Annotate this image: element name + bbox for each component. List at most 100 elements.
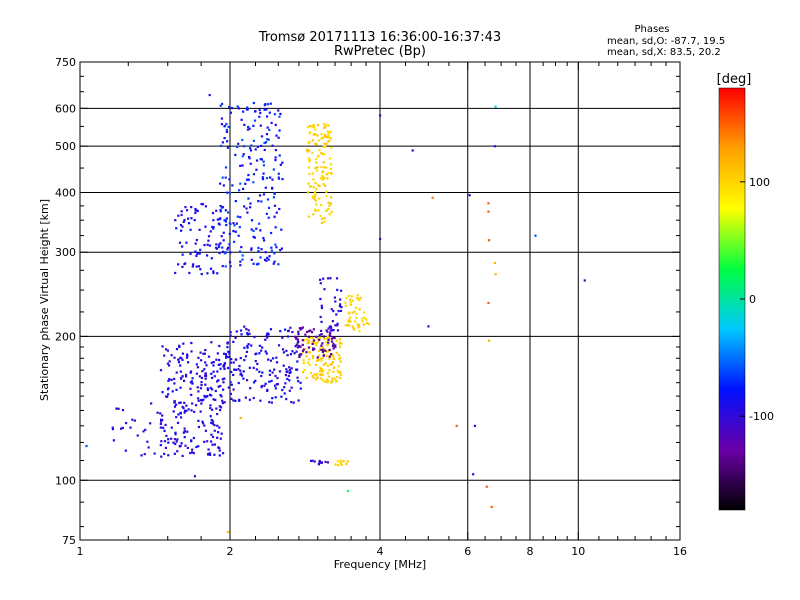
data-point: [299, 381, 302, 384]
data-point: [219, 367, 222, 370]
data-point: [314, 167, 317, 170]
data-point: [314, 181, 317, 185]
data-point: [178, 401, 181, 405]
data-point: [279, 330, 282, 333]
data-point: [217, 363, 220, 366]
data-point: [339, 373, 343, 376]
data-point: [327, 201, 330, 204]
data-point: [346, 460, 349, 463]
data-point: [211, 225, 214, 228]
data-point: [247, 173, 250, 177]
data-point: [224, 166, 228, 169]
data-point: [329, 277, 332, 280]
data-point: [165, 434, 168, 438]
data-point: [318, 334, 321, 337]
data-point: [85, 444, 88, 448]
data-point: [219, 204, 222, 208]
data-point: [358, 330, 361, 333]
data-point: [192, 263, 195, 266]
data-point: [336, 375, 339, 379]
data-point: [202, 352, 205, 355]
data-point: [239, 369, 242, 372]
data-point: [204, 225, 207, 228]
data-point: [286, 335, 290, 338]
data-point: [322, 354, 326, 357]
data-point: [213, 453, 216, 456]
data-point: [164, 423, 167, 427]
data-point: [255, 263, 259, 266]
data-point: [295, 337, 298, 340]
data-point: [274, 374, 277, 378]
data-point: [161, 390, 164, 394]
data-point: [209, 415, 212, 418]
y-tick-label: 500: [55, 140, 76, 153]
data-point: [349, 320, 352, 323]
data-point: [179, 364, 182, 367]
data-point: [227, 355, 230, 359]
data-point: [314, 199, 318, 202]
data-point: [260, 135, 264, 138]
x-tick-label: 10: [571, 545, 585, 558]
data-point: [245, 178, 249, 181]
data-point: [208, 93, 211, 97]
data-point: [262, 236, 265, 240]
data-point: [210, 372, 213, 375]
data-point: [264, 350, 267, 353]
data-point: [319, 366, 322, 369]
data-point: [340, 463, 343, 466]
data-point: [327, 171, 330, 175]
data-point: [252, 181, 255, 184]
data-point: [320, 344, 323, 347]
data-point: [284, 382, 287, 385]
data-point: [318, 459, 321, 463]
data-point: [338, 305, 341, 308]
data-point: [205, 254, 209, 257]
data-point: [203, 424, 206, 427]
data-point: [350, 295, 353, 298]
data-point: [246, 128, 250, 131]
data-point: [175, 440, 178, 443]
data-point: [238, 364, 241, 368]
data-point: [255, 227, 258, 230]
data-point: [317, 123, 320, 127]
data-point: [320, 306, 324, 310]
data-point: [332, 366, 336, 369]
data-point: [172, 441, 175, 444]
data-point: [266, 103, 270, 106]
data-point: [320, 348, 323, 351]
data-point: [195, 372, 198, 375]
data-point: [358, 308, 361, 311]
data-point: [332, 309, 335, 313]
data-point: [170, 378, 173, 381]
data-point: [268, 401, 271, 404]
data-point: [323, 177, 326, 180]
data-point: [204, 205, 208, 208]
data-point: [214, 398, 217, 402]
data-point: [241, 374, 244, 377]
data-point: [329, 167, 333, 171]
data-point: [237, 368, 240, 371]
data-point: [174, 219, 177, 222]
data-point: [237, 142, 240, 145]
data-point: [178, 344, 181, 347]
data-point: [326, 130, 329, 133]
data-point: [281, 161, 284, 164]
data-point: [345, 296, 348, 300]
data-point: [299, 387, 302, 390]
data-point: [323, 288, 326, 291]
data-point: [196, 386, 199, 389]
data-point: [339, 376, 342, 379]
data-point: [189, 452, 192, 455]
data-point: [199, 268, 202, 271]
data-point: [212, 271, 215, 275]
data-point: [220, 395, 223, 398]
data-point: [311, 342, 314, 346]
data-point: [164, 348, 168, 351]
data-point: [234, 153, 237, 157]
data-point: [197, 265, 201, 268]
data-point: [258, 108, 261, 112]
data-point: [260, 248, 263, 251]
data-point: [167, 387, 170, 390]
data-point: [178, 445, 181, 448]
data-point: [210, 341, 213, 344]
